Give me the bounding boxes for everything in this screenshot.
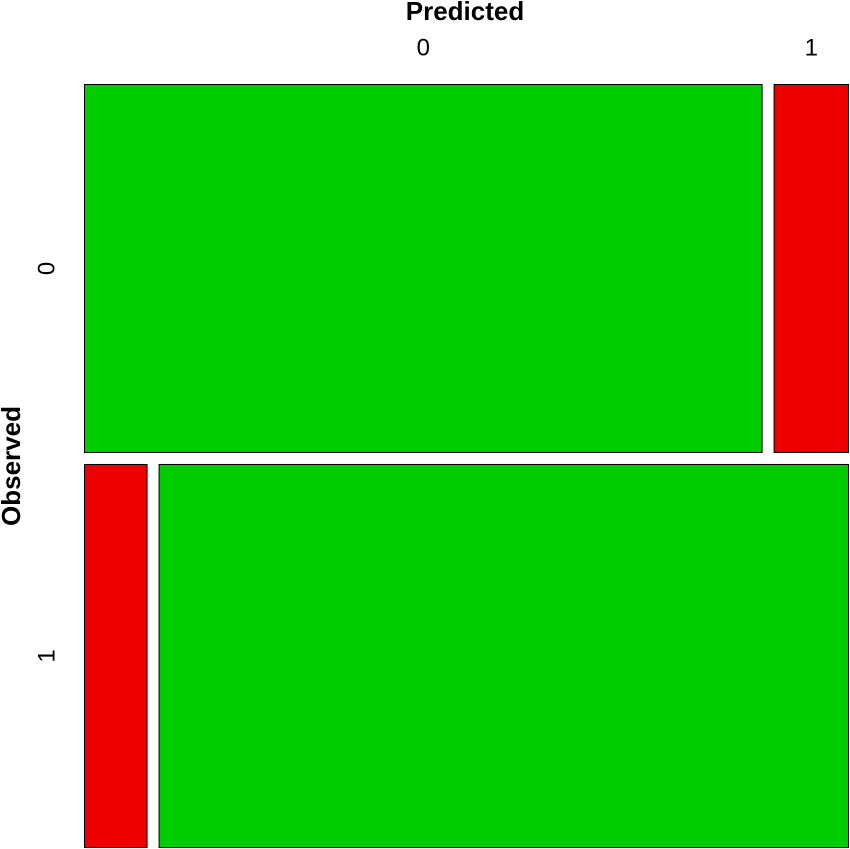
- x-tick-label: 0: [417, 34, 430, 61]
- mosaic-cell: [773, 84, 849, 453]
- y-axis-label: Observed: [0, 406, 26, 526]
- mosaic-cell: [158, 463, 849, 848]
- y-tick-label: 1: [33, 649, 60, 662]
- mosaic-cell: [84, 463, 148, 848]
- mosaic-cell: [84, 84, 763, 453]
- x-axis-label: Predicted: [406, 0, 525, 26]
- y-tick-label: 0: [33, 262, 60, 275]
- x-tick-label: 1: [805, 34, 818, 61]
